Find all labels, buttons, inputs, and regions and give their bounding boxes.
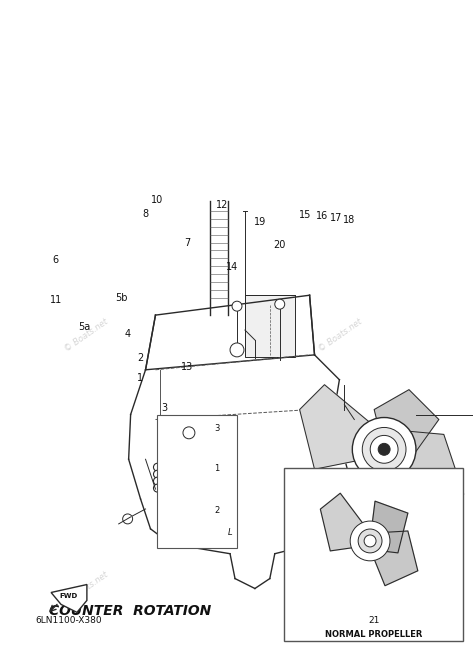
Circle shape	[304, 498, 311, 506]
Text: © Boats.net: © Boats.net	[317, 570, 364, 606]
Ellipse shape	[401, 514, 456, 544]
Text: 10: 10	[151, 196, 163, 206]
Text: © Boats.net: © Boats.net	[63, 317, 109, 353]
Circle shape	[230, 343, 244, 357]
Text: L: L	[228, 528, 232, 537]
Circle shape	[419, 519, 439, 539]
Circle shape	[358, 529, 382, 553]
Text: 3: 3	[161, 403, 167, 413]
Text: 13: 13	[182, 362, 194, 372]
Text: 3: 3	[215, 424, 220, 433]
Circle shape	[167, 444, 177, 454]
Circle shape	[287, 521, 295, 529]
Text: COUNTER  ROTATION: COUNTER ROTATION	[48, 604, 211, 618]
Text: FWD: FWD	[60, 594, 78, 600]
Circle shape	[362, 427, 406, 471]
Text: 14: 14	[226, 262, 238, 272]
Circle shape	[123, 514, 133, 524]
Polygon shape	[365, 501, 408, 553]
Text: 5b: 5b	[115, 293, 128, 304]
Bar	[284, 468, 463, 641]
Polygon shape	[51, 584, 87, 612]
Text: 1: 1	[137, 373, 144, 383]
Text: 1: 1	[215, 464, 220, 473]
Text: 19: 19	[254, 217, 266, 226]
Circle shape	[364, 535, 376, 547]
Text: NORMAL PROPELLER: NORMAL PROPELLER	[325, 630, 422, 639]
Text: © Boats.net: © Boats.net	[63, 570, 109, 606]
Text: 15: 15	[299, 210, 311, 220]
Text: 18: 18	[343, 216, 356, 225]
Circle shape	[370, 436, 398, 463]
Circle shape	[378, 444, 390, 456]
Circle shape	[350, 521, 390, 561]
Circle shape	[183, 427, 195, 439]
Circle shape	[154, 470, 162, 478]
Text: 6: 6	[53, 255, 59, 265]
Text: 5a: 5a	[78, 322, 90, 332]
Circle shape	[154, 484, 162, 492]
Text: © Boats.net: © Boats.net	[317, 317, 364, 353]
Text: 21: 21	[368, 616, 379, 625]
Text: 7: 7	[184, 238, 191, 248]
Polygon shape	[384, 429, 464, 514]
Circle shape	[275, 299, 285, 309]
Polygon shape	[320, 493, 370, 551]
Polygon shape	[374, 390, 439, 454]
Text: 11: 11	[49, 295, 62, 305]
Polygon shape	[370, 531, 418, 586]
Circle shape	[287, 513, 295, 521]
Circle shape	[232, 302, 242, 311]
Bar	[245, 295, 295, 357]
Circle shape	[352, 417, 416, 481]
Text: 17: 17	[330, 214, 342, 223]
Circle shape	[312, 421, 322, 431]
Text: 16: 16	[316, 212, 328, 222]
Text: 4: 4	[125, 329, 131, 338]
Polygon shape	[300, 385, 384, 469]
Text: 6LN1100-X380: 6LN1100-X380	[36, 616, 102, 625]
Text: 2: 2	[215, 507, 220, 515]
Circle shape	[154, 477, 162, 485]
Circle shape	[154, 463, 162, 471]
Text: 2: 2	[137, 353, 144, 363]
Text: 8: 8	[142, 209, 148, 219]
Text: 12: 12	[216, 200, 228, 210]
Text: 20: 20	[273, 240, 286, 250]
Circle shape	[287, 505, 295, 513]
Bar	[157, 415, 237, 548]
Circle shape	[287, 529, 295, 537]
